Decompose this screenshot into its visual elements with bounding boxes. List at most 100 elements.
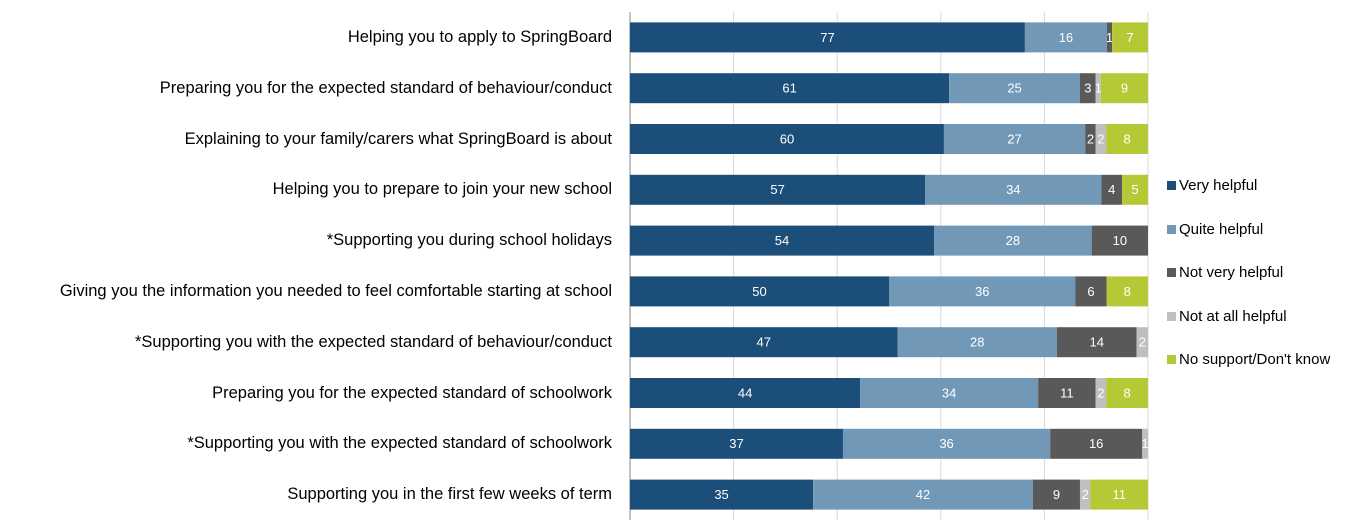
bar-segment bbox=[842, 428, 1051, 459]
bar-segment bbox=[1112, 22, 1148, 53]
legend-item: Not at all helpful bbox=[1167, 308, 1287, 325]
category-label: Helping you to apply to SpringBoard bbox=[347, 27, 612, 46]
bar-segment bbox=[630, 479, 814, 510]
bar-segment bbox=[1079, 479, 1091, 510]
bar-segment bbox=[934, 225, 1092, 256]
bar-segment bbox=[897, 327, 1057, 358]
bar-segment bbox=[630, 327, 898, 358]
data-label: 2 bbox=[1097, 385, 1104, 400]
category-label: *Supporting you with the expected standa… bbox=[187, 434, 612, 453]
bar-segment bbox=[1091, 225, 1148, 256]
bar-segment bbox=[1024, 22, 1107, 53]
data-label: 34 bbox=[942, 385, 956, 400]
data-label: 8 bbox=[1124, 284, 1131, 299]
data-label: 2 bbox=[1087, 131, 1094, 146]
bar-segment bbox=[889, 276, 1076, 307]
bar-segment bbox=[630, 225, 935, 256]
data-label: 6 bbox=[1087, 284, 1094, 299]
legend-label: Very helpful bbox=[1179, 177, 1258, 194]
legend-item: Quite helpful bbox=[1167, 221, 1263, 238]
data-label: 28 bbox=[1006, 233, 1020, 248]
bar-segment bbox=[1101, 174, 1123, 205]
data-label: 1 bbox=[1095, 81, 1102, 96]
bar-segment bbox=[1079, 73, 1096, 104]
data-label: 28 bbox=[970, 335, 984, 350]
data-label: 14 bbox=[1090, 335, 1104, 350]
data-label: 57 bbox=[770, 182, 784, 197]
data-label: 5 bbox=[1131, 182, 1138, 197]
bar-segment bbox=[630, 73, 950, 104]
data-label: 44 bbox=[738, 385, 752, 400]
bar-segment bbox=[1075, 276, 1107, 307]
bar-segment bbox=[860, 378, 1039, 408]
bar-segment bbox=[1095, 124, 1107, 154]
data-label: 8 bbox=[1123, 131, 1130, 146]
category-label: Supporting you in the first few weeks of… bbox=[287, 485, 612, 504]
bar-segment bbox=[1106, 124, 1148, 154]
bar-segment bbox=[1122, 174, 1148, 205]
category-label: Helping you to prepare to join your new … bbox=[272, 180, 612, 199]
bar-segment bbox=[1095, 378, 1107, 408]
category-label: Preparing you for the expected standard … bbox=[159, 78, 612, 97]
bar-segment bbox=[1106, 22, 1113, 53]
bar-segment bbox=[949, 73, 1080, 104]
bar-segment bbox=[1106, 378, 1148, 408]
data-label: 34 bbox=[1006, 182, 1020, 197]
data-label: 2 bbox=[1139, 335, 1146, 350]
data-label: 11 bbox=[1060, 385, 1074, 400]
bar-segment bbox=[630, 174, 926, 205]
data-label: 8 bbox=[1123, 385, 1130, 400]
bar-segment bbox=[630, 124, 944, 154]
legend-item: Not very helpful bbox=[1167, 264, 1283, 281]
bar-segment bbox=[1085, 124, 1096, 154]
data-label: 77 bbox=[820, 30, 834, 45]
bar-segment bbox=[1050, 428, 1143, 459]
data-label: 42 bbox=[916, 487, 930, 502]
bar-segment bbox=[1090, 479, 1148, 510]
legend-swatch bbox=[1167, 311, 1176, 321]
data-label: 25 bbox=[1007, 81, 1021, 96]
legend-label: Not at all helpful bbox=[1179, 307, 1287, 325]
data-label: 10 bbox=[1113, 233, 1127, 248]
bar-segment bbox=[813, 479, 1033, 510]
data-label: 2 bbox=[1097, 131, 1104, 146]
data-label: 1 bbox=[1106, 30, 1113, 45]
legend-label: Quite helpful bbox=[1179, 220, 1264, 238]
data-label: 36 bbox=[939, 436, 953, 451]
data-label: 2 bbox=[1082, 487, 1089, 502]
data-label: 3 bbox=[1084, 81, 1091, 96]
legend-swatch bbox=[1167, 181, 1176, 190]
bar-segment bbox=[1106, 276, 1148, 307]
bar-segment bbox=[630, 378, 861, 408]
data-label: 37 bbox=[729, 436, 743, 451]
bar-segment bbox=[1032, 479, 1080, 510]
legend-item: No support/Don't know bbox=[1167, 351, 1330, 368]
bar-segment bbox=[630, 276, 889, 307]
data-label: 9 bbox=[1121, 81, 1128, 96]
data-label: 54 bbox=[775, 233, 789, 248]
legend-swatch bbox=[1167, 355, 1176, 364]
bar-segment bbox=[943, 124, 1086, 154]
data-label: 11 bbox=[1112, 487, 1126, 502]
data-label: 16 bbox=[1089, 436, 1103, 451]
data-label: 27 bbox=[1007, 131, 1021, 146]
legend-item: Very helpful bbox=[1167, 177, 1257, 194]
bar-segment bbox=[1142, 428, 1148, 459]
bar-segment bbox=[1095, 73, 1101, 104]
bar-segment bbox=[630, 428, 843, 459]
category-label: Giving you the information you needed to… bbox=[59, 281, 612, 300]
legend-label: Not very helpful bbox=[1179, 264, 1284, 281]
category-label: Preparing you for the expected standard … bbox=[212, 383, 612, 402]
bar-segment bbox=[925, 174, 1102, 205]
data-label: 7 bbox=[1126, 30, 1133, 45]
legend-label: No support/Don't know bbox=[1179, 351, 1331, 368]
category-label: Explaining to your family/carers what Sp… bbox=[184, 129, 612, 148]
bar-segment bbox=[1100, 73, 1148, 104]
data-label: 60 bbox=[780, 131, 794, 146]
data-label: 61 bbox=[782, 81, 796, 96]
bar-segment bbox=[1136, 327, 1148, 358]
bar-segment bbox=[630, 22, 1025, 53]
data-label: 36 bbox=[975, 284, 989, 299]
